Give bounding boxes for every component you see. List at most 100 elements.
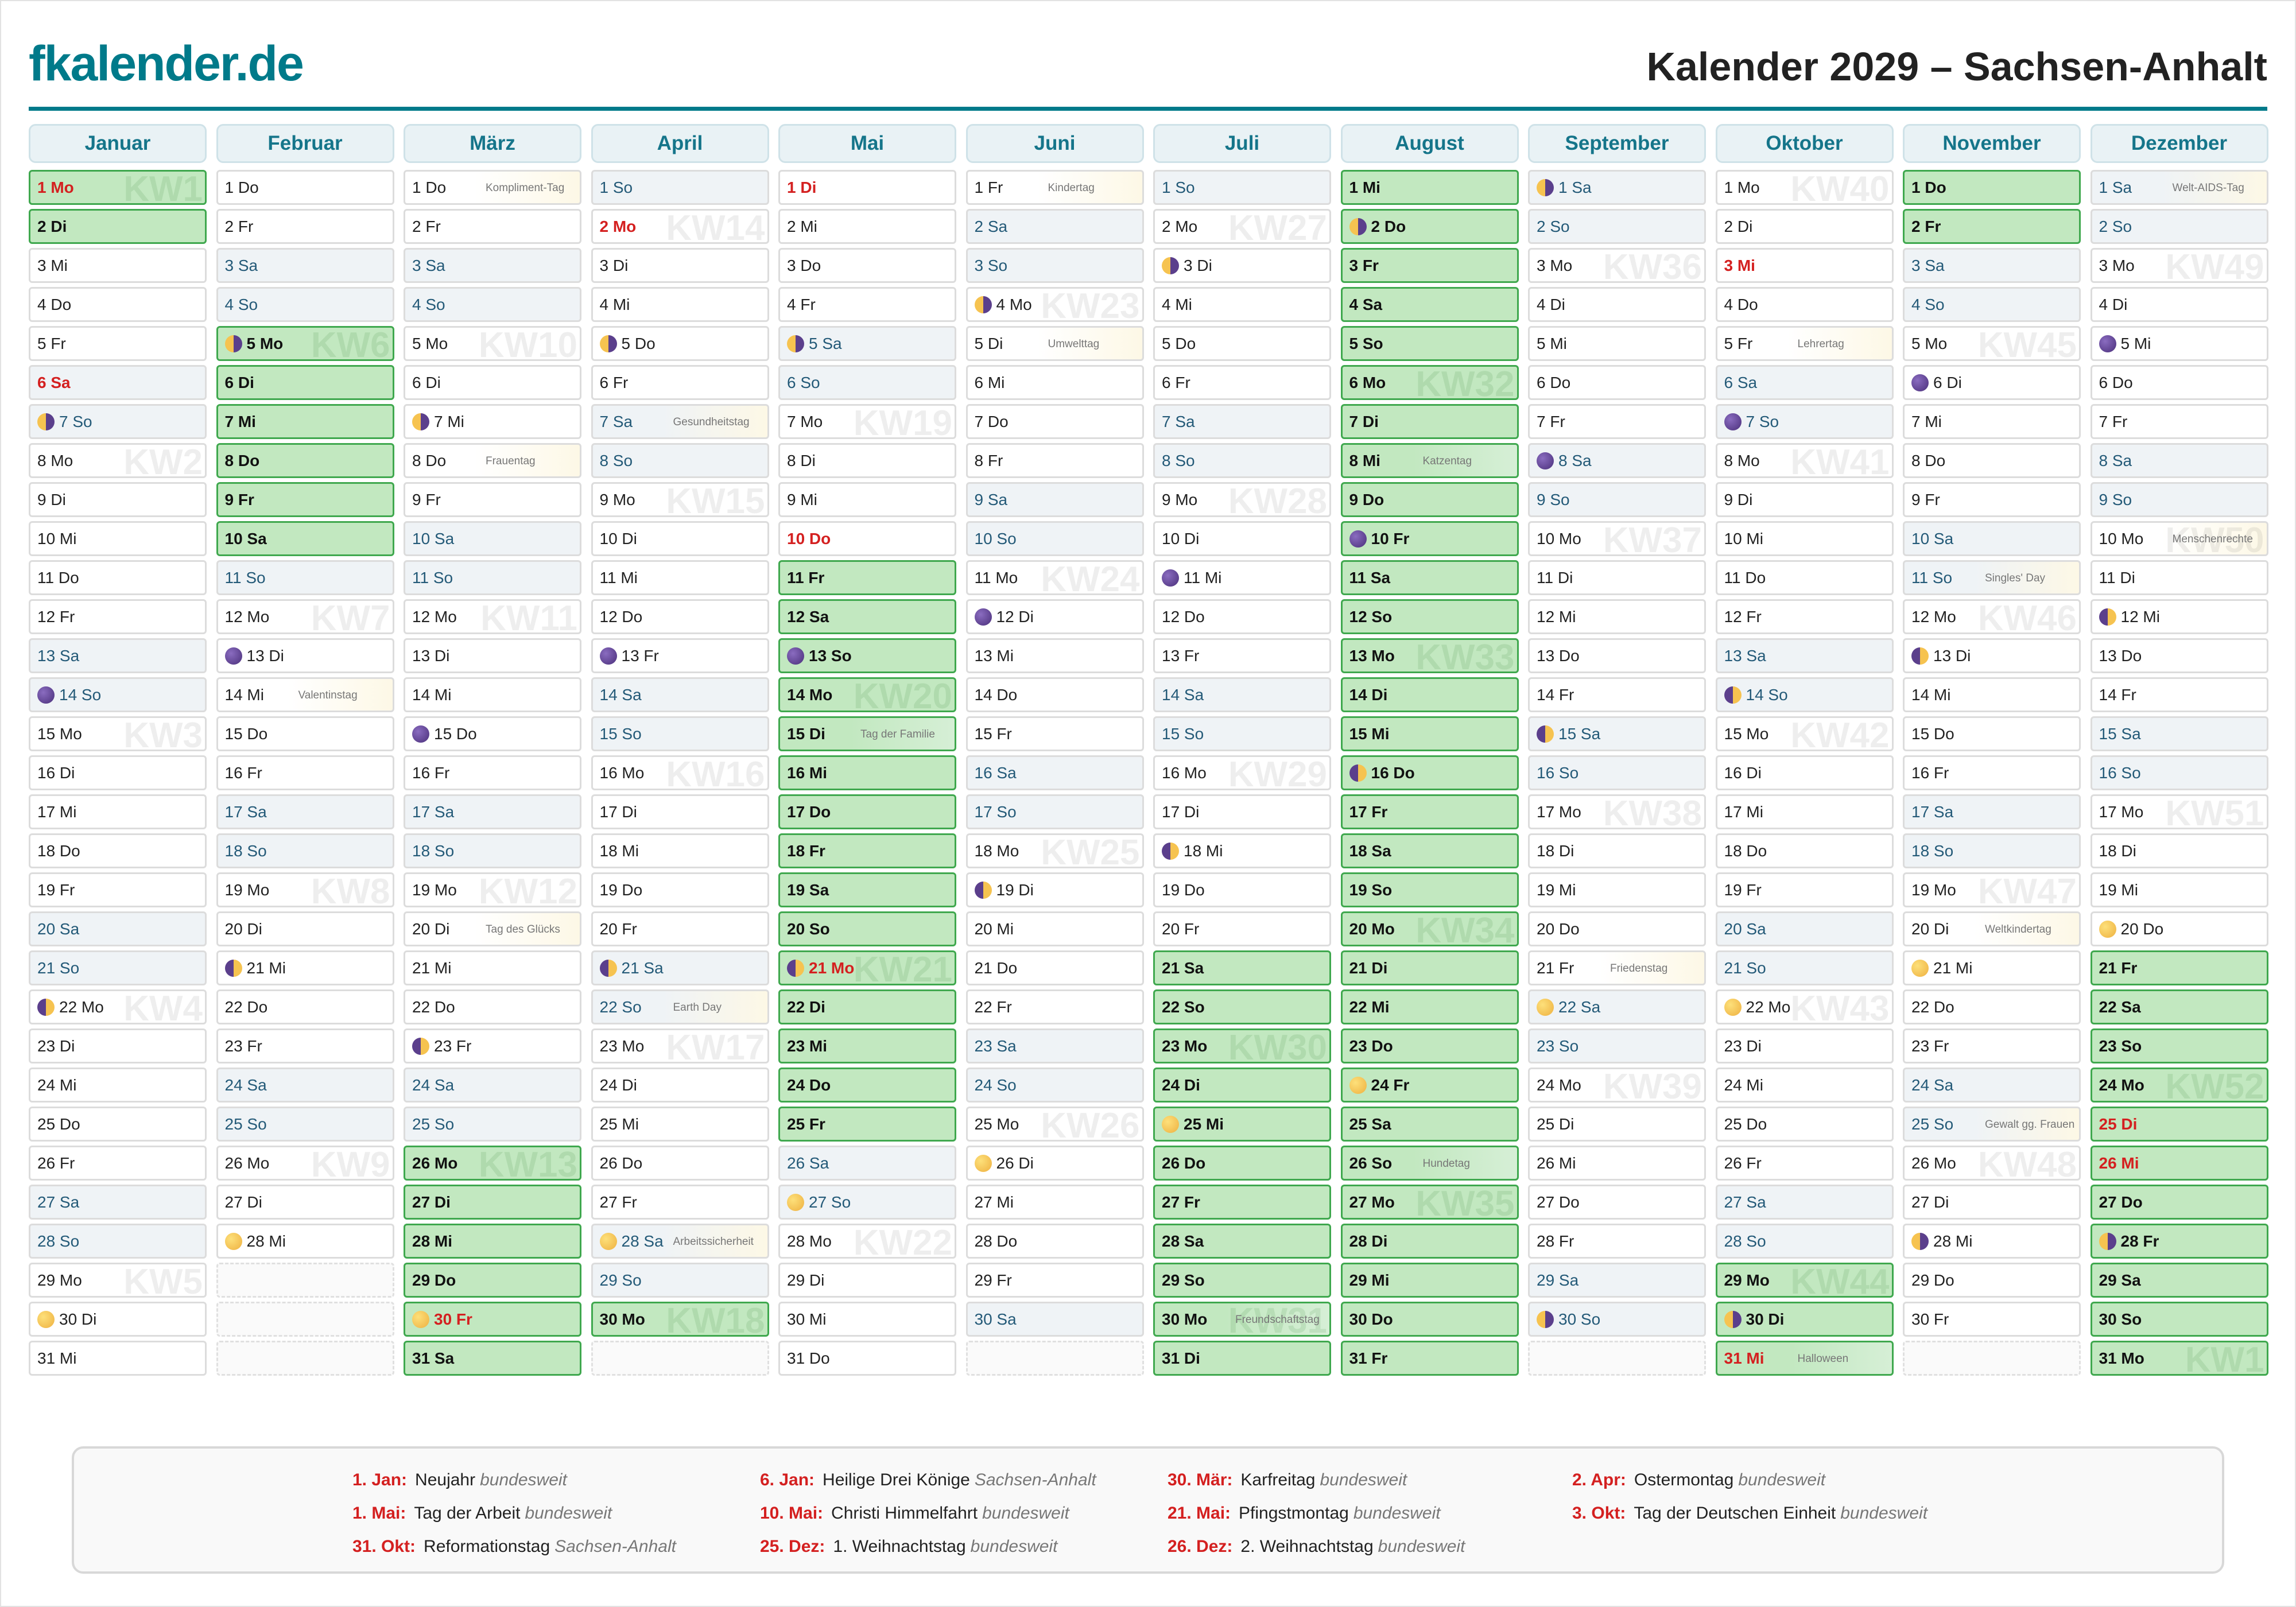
day-cell[interactable]: 11 Di — [1528, 560, 1706, 595]
day-cell[interactable]: 18 Fr — [778, 833, 956, 868]
day-cell[interactable]: 20 So — [778, 911, 956, 946]
day-cell[interactable]: 14 Mi — [404, 677, 581, 712]
day-cell[interactable]: 22 Mi — [1340, 989, 1519, 1024]
day-cell[interactable]: KW13 26 Mo — [404, 1146, 581, 1181]
day-cell[interactable]: 1 Mi — [1340, 170, 1519, 205]
day-cell[interactable]: 1 Fr Kindertag — [965, 170, 1144, 205]
day-cell[interactable]: 30 Sa — [965, 1302, 1144, 1337]
day-cell[interactable]: 28 Sa — [1153, 1224, 1331, 1259]
day-cell[interactable]: 13 Sa — [1715, 638, 1894, 673]
day-cell[interactable]: KW29 16 Mo — [1153, 755, 1331, 790]
day-cell[interactable]: 14 Mi Valentinstag — [216, 677, 394, 712]
day-cell[interactable]: 12 Di — [965, 599, 1144, 634]
day-cell[interactable]: KW30 23 Mo — [1153, 1028, 1331, 1063]
day-cell[interactable]: 17 Mi — [29, 794, 207, 829]
day-cell[interactable]: KW52 24 Mo — [2090, 1068, 2268, 1103]
day-cell[interactable]: 8 Do — [1903, 443, 2081, 478]
day-cell[interactable]: 20 Do — [1528, 911, 1706, 946]
day-cell[interactable]: 30 So — [2090, 1302, 2268, 1337]
day-cell[interactable]: 22 Do — [1903, 989, 2081, 1024]
day-cell[interactable]: 20 Sa — [1715, 911, 1894, 946]
day-cell[interactable]: KW3 15 Mo — [29, 716, 207, 751]
day-cell[interactable]: 16 Di — [1715, 755, 1894, 790]
day-cell[interactable]: 15 Do — [404, 716, 581, 751]
day-cell[interactable]: 2 Di — [29, 209, 207, 244]
day-cell[interactable]: 23 Di — [1715, 1028, 1894, 1063]
day-cell[interactable]: 19 Mi — [1528, 872, 1706, 907]
day-cell[interactable]: 1 So — [591, 170, 769, 205]
day-cell[interactable]: 15 So — [591, 716, 769, 751]
day-cell[interactable]: 26 Do — [591, 1146, 769, 1181]
day-cell[interactable]: 6 Di — [1903, 365, 2081, 400]
day-cell[interactable]: 7 Do — [965, 404, 1144, 439]
day-cell[interactable]: 10 Sa — [216, 521, 394, 556]
day-cell[interactable]: 7 Sa — [1153, 404, 1331, 439]
day-cell[interactable]: 26 Mi — [1528, 1146, 1706, 1181]
day-cell[interactable]: 31 Mi — [29, 1341, 207, 1376]
day-cell[interactable]: 13 Di — [216, 638, 394, 673]
day-cell[interactable]: 19 Do — [1153, 872, 1331, 907]
day-cell[interactable]: 30 Di — [29, 1302, 207, 1337]
day-cell[interactable]: 11 Mi — [1153, 560, 1331, 595]
day-cell[interactable]: 5 Sa — [778, 326, 956, 361]
day-cell[interactable]: KW22 28 Mo — [778, 1224, 956, 1259]
logo[interactable]: fkalender.de — [29, 36, 304, 91]
day-cell[interactable]: 28 Di — [1340, 1224, 1519, 1259]
day-cell[interactable]: 24 Fr — [1340, 1068, 1519, 1103]
day-cell[interactable]: KW2 8 Mo — [29, 443, 207, 478]
day-cell[interactable]: 7 Fr — [2090, 404, 2268, 439]
day-cell[interactable]: 4 Di — [2090, 287, 2268, 322]
day-cell[interactable]: 2 So — [1528, 209, 1706, 244]
day-cell[interactable]: 12 So — [1340, 599, 1519, 634]
day-cell[interactable]: 25 Mi — [591, 1107, 769, 1142]
day-cell[interactable]: 25 Mi — [1153, 1107, 1331, 1142]
day-cell[interactable]: 3 Sa — [404, 248, 581, 283]
day-cell[interactable]: 18 Sa — [1340, 833, 1519, 868]
day-cell[interactable]: 28 Fr — [2090, 1224, 2268, 1259]
day-cell[interactable]: 16 Mi — [778, 755, 956, 790]
day-cell[interactable]: KW16 16 Mo — [591, 755, 769, 790]
day-cell[interactable]: 24 Mi — [1715, 1068, 1894, 1103]
day-cell[interactable]: 28 Sa Arbeitssicherheit — [591, 1224, 769, 1259]
day-cell[interactable]: 20 Fr — [591, 911, 769, 946]
day-cell[interactable]: KW44 29 Mo — [1715, 1263, 1894, 1298]
day-cell[interactable]: 18 So — [1903, 833, 2081, 868]
day-cell[interactable]: 21 So — [1715, 950, 1894, 985]
day-cell[interactable]: 9 So — [1528, 482, 1706, 517]
day-cell[interactable]: 9 Fr — [1903, 482, 2081, 517]
day-cell[interactable]: 16 So — [2090, 755, 2268, 790]
day-cell[interactable]: 6 Sa — [1715, 365, 1894, 400]
day-cell[interactable]: 7 So — [29, 404, 207, 439]
day-cell[interactable]: KW7 12 Mo — [216, 599, 394, 634]
day-cell[interactable]: 13 Fr — [591, 638, 769, 673]
day-cell[interactable]: KW28 9 Mo — [1153, 482, 1331, 517]
day-cell[interactable]: 28 Mi — [216, 1224, 394, 1259]
day-cell[interactable]: KW19 7 Mo — [778, 404, 956, 439]
day-cell[interactable]: 20 Fr — [1153, 911, 1331, 946]
day-cell[interactable]: 17 Di — [591, 794, 769, 829]
day-cell[interactable]: KW10 5 Mo — [404, 326, 581, 361]
day-cell[interactable]: 15 Di Tag der Familie — [778, 716, 956, 751]
day-cell[interactable]: 2 Di — [1715, 209, 1894, 244]
day-cell[interactable]: 12 Do — [591, 599, 769, 634]
day-cell[interactable]: 27 Fr — [591, 1185, 769, 1220]
day-cell[interactable]: 21 Mi — [404, 950, 581, 985]
day-cell[interactable]: 6 Mi — [965, 365, 1144, 400]
day-cell[interactable]: KW27 2 Mo — [1153, 209, 1331, 244]
day-cell[interactable]: 13 Do — [1528, 638, 1706, 673]
day-cell[interactable]: 7 So — [1715, 404, 1894, 439]
day-cell[interactable]: KW50 10 Mo Menschenrechte — [2090, 521, 2268, 556]
day-cell[interactable]: 16 Di — [29, 755, 207, 790]
day-cell[interactable]: 30 Di — [1715, 1302, 1894, 1337]
day-cell[interactable]: KW12 19 Mo — [404, 872, 581, 907]
day-cell[interactable]: KW41 8 Mo — [1715, 443, 1894, 478]
day-cell[interactable]: 22 Di — [778, 989, 956, 1024]
day-cell[interactable]: KW23 4 Mo — [965, 287, 1144, 322]
day-cell[interactable]: 5 Do — [1153, 326, 1331, 361]
day-cell[interactable]: KW49 3 Mo — [2090, 248, 2268, 283]
day-cell[interactable]: 27 So — [778, 1185, 956, 1220]
day-cell[interactable]: 4 So — [1903, 287, 2081, 322]
day-cell[interactable]: 2 Fr — [404, 209, 581, 244]
day-cell[interactable]: 15 Do — [216, 716, 394, 751]
day-cell[interactable]: 18 Mi — [591, 833, 769, 868]
